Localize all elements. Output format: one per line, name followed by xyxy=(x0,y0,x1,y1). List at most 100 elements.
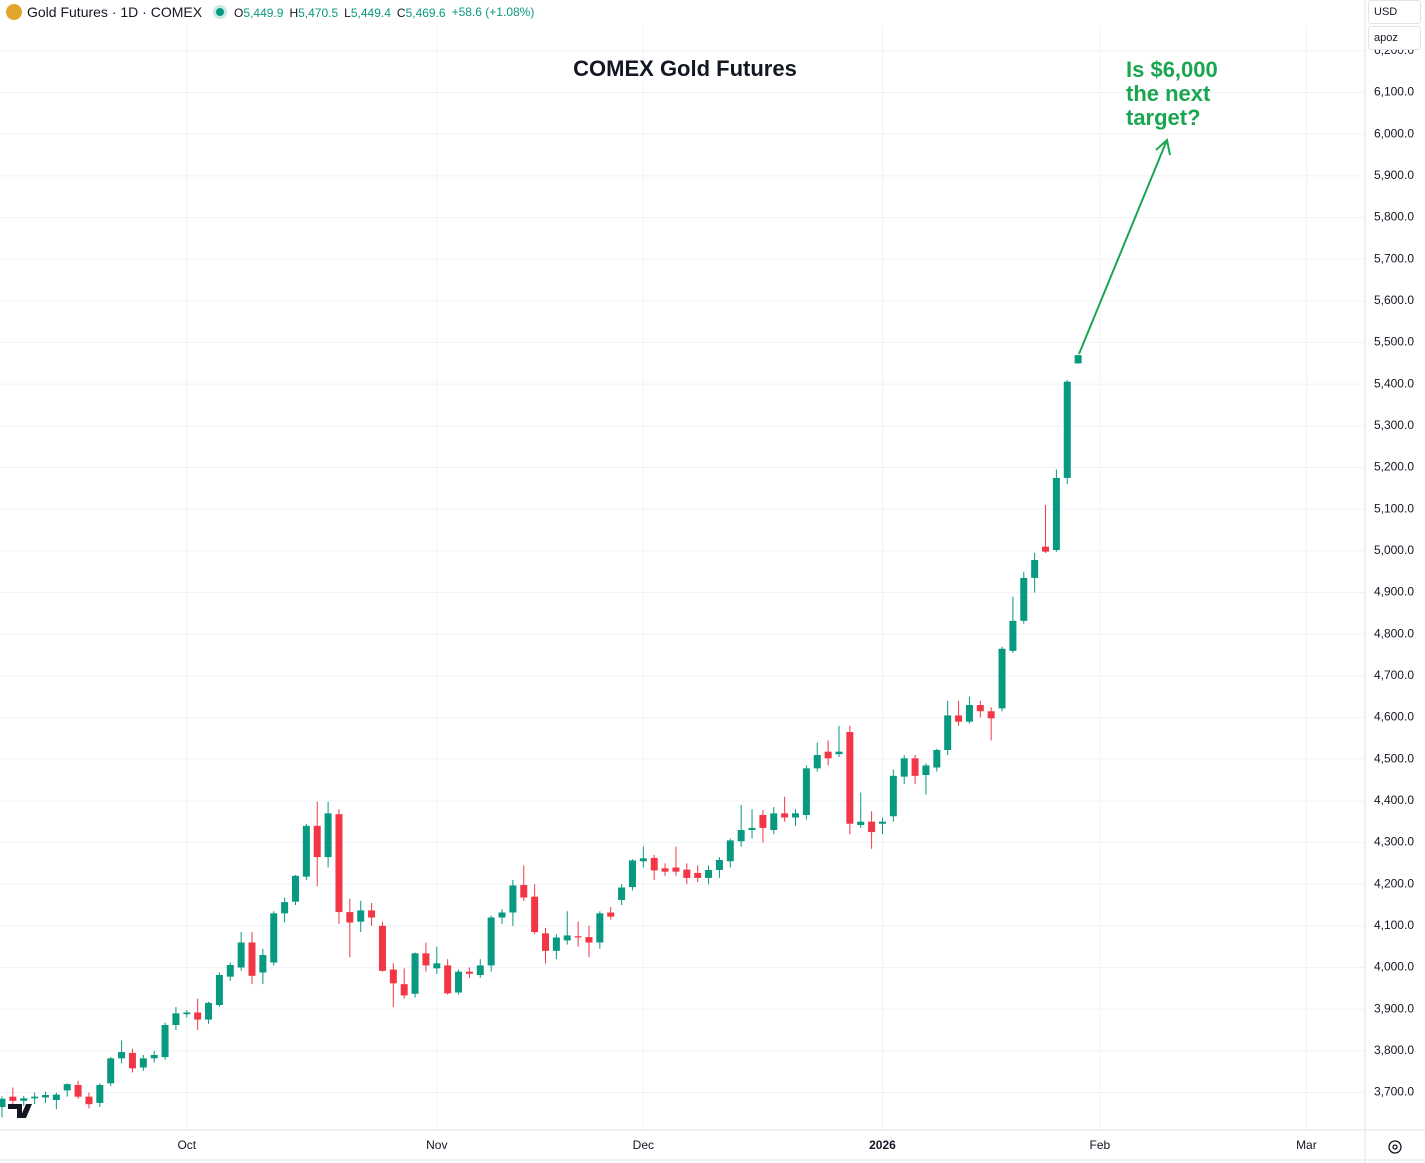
y-tick-label: 4,500.0 xyxy=(1374,751,1414,765)
currency-selector: USD apoz xyxy=(1368,0,1421,52)
candle-body xyxy=(118,1052,126,1059)
candle-body xyxy=(563,935,571,941)
annotation-text: Is $6,000 xyxy=(1126,57,1218,82)
y-tick-label: 6,000.0 xyxy=(1374,126,1414,140)
candle-body xyxy=(41,1095,49,1098)
candle-body xyxy=(835,751,843,755)
y-tick-label: 6,100.0 xyxy=(1374,85,1414,99)
candle-body xyxy=(150,1055,158,1059)
candle-body xyxy=(987,711,995,719)
candle-body xyxy=(433,963,441,969)
candle-body xyxy=(976,705,984,712)
candle-body xyxy=(291,875,299,902)
currency[interactable]: USD xyxy=(1368,0,1421,24)
candle-body xyxy=(1031,560,1039,578)
candle-body xyxy=(824,751,832,759)
y-tick-label: 3,800.0 xyxy=(1374,1043,1414,1057)
candle-body xyxy=(389,969,397,984)
y-tick-label: 5,200.0 xyxy=(1374,460,1414,474)
annotation-arrowhead xyxy=(1155,138,1171,156)
candle-body xyxy=(585,937,593,943)
y-tick-label: 5,800.0 xyxy=(1374,210,1414,224)
symbol-icon xyxy=(6,4,22,20)
candle-body xyxy=(998,648,1006,709)
candle-body xyxy=(574,936,582,938)
y-tick-label: 4,000.0 xyxy=(1374,960,1414,974)
settings-icon[interactable] xyxy=(1388,1140,1402,1154)
y-tick-label: 4,200.0 xyxy=(1374,876,1414,890)
candle-body xyxy=(705,870,713,878)
ohlc-value: 5,449.4 xyxy=(350,6,391,20)
tv-logo xyxy=(8,1104,32,1118)
candle-body xyxy=(194,1012,202,1020)
ohlc-value: 5,470.5 xyxy=(298,6,339,20)
ohlc-key: H xyxy=(289,6,299,20)
y-tick-label: 4,400.0 xyxy=(1374,793,1414,807)
y-tick-label: 5,400.0 xyxy=(1374,376,1414,390)
grid xyxy=(0,26,1365,1130)
x-tick-label: Dec xyxy=(633,1138,654,1152)
candle-body xyxy=(1020,577,1028,621)
candle-body xyxy=(74,1085,82,1097)
annotation-arrow xyxy=(1078,139,1168,355)
candle-body xyxy=(628,860,636,888)
candle-body xyxy=(639,858,647,862)
candle-body xyxy=(955,715,963,722)
candle-body xyxy=(520,885,528,898)
candle-body xyxy=(683,869,691,878)
candle-body xyxy=(715,860,723,870)
candle-body xyxy=(889,775,897,817)
y-tick-label: 5,500.0 xyxy=(1374,335,1414,349)
annotation-text: the next xyxy=(1126,81,1211,106)
candle-body xyxy=(85,1096,93,1105)
y-tick-label: 5,700.0 xyxy=(1374,251,1414,265)
symbol-header: Gold Futures · 1D · COMEX O5,449.9 H5,470… xyxy=(6,2,540,22)
candle-body xyxy=(726,840,734,862)
ohlc-key: O xyxy=(234,6,244,20)
candle-body xyxy=(813,755,821,769)
candle-body xyxy=(346,912,354,923)
y-tick-label: 3,700.0 xyxy=(1374,1085,1414,1099)
candle-body xyxy=(411,953,419,994)
unit[interactable]: apoz xyxy=(1368,26,1421,50)
x-tick-label: Nov xyxy=(426,1138,447,1152)
y-tick-label: 3,900.0 xyxy=(1374,1001,1414,1015)
candle-body xyxy=(911,758,919,776)
candle-body xyxy=(1063,381,1071,478)
ohlc-value: 5,449.9 xyxy=(243,6,284,20)
y-tick-label: 5,900.0 xyxy=(1374,168,1414,182)
candle-body xyxy=(455,971,463,993)
candle-body xyxy=(96,1085,104,1103)
y-tick-label: 4,900.0 xyxy=(1374,585,1414,599)
candle-body xyxy=(781,813,789,818)
candle-body xyxy=(846,732,854,824)
candle-body xyxy=(802,768,810,815)
candle-body xyxy=(281,902,289,914)
candle-body xyxy=(531,896,539,933)
candle-body xyxy=(792,813,800,818)
candle-body xyxy=(237,942,245,968)
candle-body xyxy=(20,1098,28,1101)
candle-body xyxy=(509,885,517,913)
y-tick-label: 4,100.0 xyxy=(1374,918,1414,932)
candle-body xyxy=(933,750,941,768)
candle-body xyxy=(607,912,615,917)
candle-body xyxy=(868,821,876,833)
candle-body xyxy=(357,910,365,922)
y-tick-label: 4,600.0 xyxy=(1374,710,1414,724)
candle-body xyxy=(313,825,321,858)
candle-body xyxy=(9,1096,17,1101)
candle-body xyxy=(161,1025,169,1058)
candle-body xyxy=(368,910,376,918)
ohlc-value: 5,469.6 xyxy=(405,6,446,20)
candle-body xyxy=(900,758,908,777)
candle-body xyxy=(878,821,886,824)
candle-body xyxy=(31,1096,39,1099)
candle-body xyxy=(759,815,767,828)
candle-body xyxy=(422,953,430,966)
candle-body xyxy=(215,975,223,1005)
symbol-name[interactable]: Gold Futures · 1D · COMEX xyxy=(27,4,203,20)
candle-body xyxy=(596,913,604,943)
